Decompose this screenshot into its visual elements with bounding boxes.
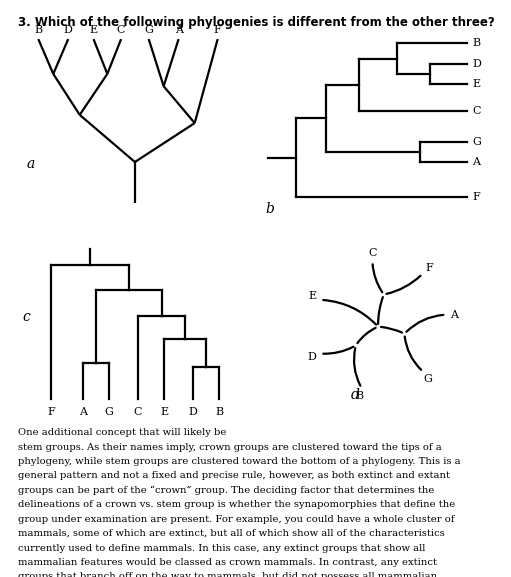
Text: general pattern and not a fixed and precise rule, however, as both extinct and e: general pattern and not a fixed and prec… [18, 471, 450, 481]
Text: mammalian features would be classed as crown mammals. In contrast, any extinct: mammalian features would be classed as c… [18, 558, 437, 567]
Text: A: A [175, 25, 182, 35]
Text: 3. Which of the following phylogenies is different from the other three?: 3. Which of the following phylogenies is… [18, 16, 495, 29]
Text: D: D [64, 25, 73, 35]
Text: One additional concept that will likely be: One additional concept that will likely … [18, 428, 229, 437]
Text: A: A [79, 407, 86, 417]
Text: C: C [117, 25, 125, 35]
Text: B: B [356, 391, 364, 402]
Text: B: B [472, 38, 480, 48]
Text: group under examination are present. For example, you could have a whole cluster: group under examination are present. For… [18, 515, 454, 524]
Text: A: A [472, 157, 480, 167]
Text: d: d [351, 388, 360, 402]
Text: C: C [472, 106, 481, 116]
Text: c: c [22, 310, 30, 324]
Text: b: b [265, 202, 274, 216]
Text: E: E [160, 407, 168, 417]
Text: F: F [425, 263, 433, 273]
Text: D: D [189, 407, 197, 417]
Text: C: C [368, 248, 377, 258]
Text: F: F [214, 25, 222, 35]
Text: G: G [105, 407, 113, 417]
Text: a: a [27, 157, 35, 171]
Text: D: D [472, 59, 481, 69]
Text: F: F [48, 407, 55, 417]
Text: A: A [450, 310, 458, 320]
Text: stem groups. As their names imply, crown groups are clustered toward the tips of: stem groups. As their names imply, crown… [18, 443, 442, 452]
Text: E: E [308, 291, 316, 301]
Text: F: F [472, 192, 480, 202]
Text: E: E [89, 25, 98, 35]
Text: mammals, some of which are extinct, but all of which show all of the characteris: mammals, some of which are extinct, but … [18, 529, 445, 538]
Text: groups that branch off on the way to mammals, but did not possess all mammalian: groups that branch off on the way to mam… [18, 572, 437, 577]
Text: G: G [472, 137, 481, 147]
Text: D: D [308, 352, 317, 362]
Text: G: G [423, 374, 432, 384]
Text: B: B [216, 407, 223, 417]
Text: E: E [472, 79, 480, 89]
Text: C: C [133, 407, 142, 417]
Text: phylogeny, while stem groups are clustered toward the bottom of a phylogeny. Thi: phylogeny, while stem groups are cluster… [18, 457, 460, 466]
Text: delineations of a crown vs. stem group is whether the synapomorphies that define: delineations of a crown vs. stem group i… [18, 500, 455, 509]
Text: groups can be part of the “crown” group. The deciding factor that determines the: groups can be part of the “crown” group.… [18, 486, 434, 495]
Text: currently used to define mammals. In this case, any extinct groups that show all: currently used to define mammals. In thi… [18, 544, 425, 553]
Text: B: B [34, 25, 42, 35]
Text: G: G [144, 25, 153, 35]
